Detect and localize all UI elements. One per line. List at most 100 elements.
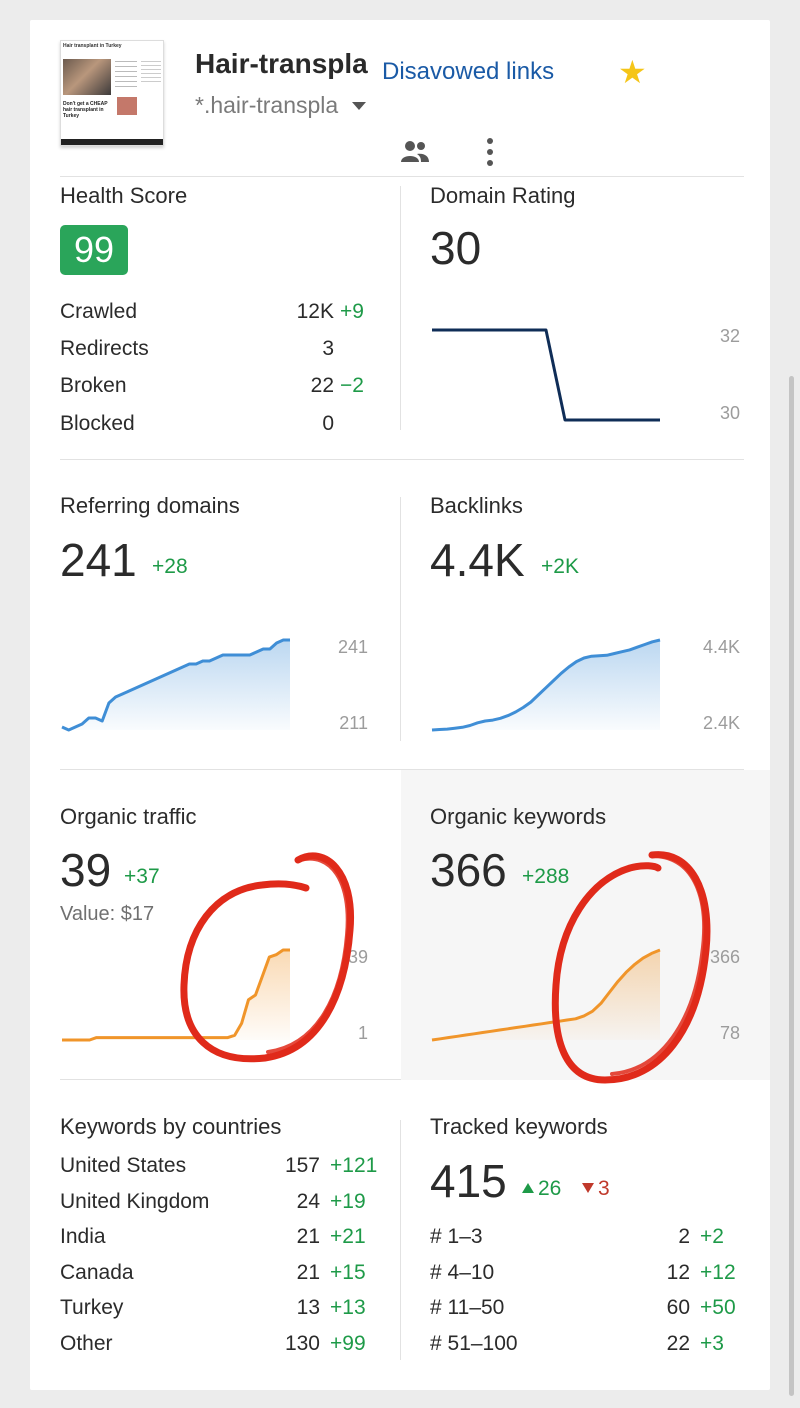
stat-value: 12K — [296, 300, 334, 323]
country-row[interactable]: United Kingdom 24 +19 — [60, 1190, 380, 1220]
scrollbar[interactable] — [789, 376, 794, 1396]
row-label: # 1–3 — [430, 1225, 483, 1248]
organic-keywords-delta: +288 — [522, 865, 570, 888]
referring-domains-chart[interactable] — [61, 638, 290, 732]
divider — [60, 176, 744, 177]
organic-keywords-title[interactable]: Organic keywords — [430, 804, 607, 829]
stat-delta: +9 — [340, 300, 364, 323]
crawled-row[interactable]: Crawled 12K +9 — [60, 300, 370, 330]
health-score-title[interactable]: Health Score — [60, 183, 188, 208]
row-value: 13 — [296, 1296, 320, 1319]
divider — [400, 497, 401, 741]
blocked-row[interactable]: Blocked 0 — [60, 412, 370, 442]
row-label: # 51–100 — [430, 1331, 518, 1355]
axis-label-top: 32 — [719, 326, 740, 346]
thumbnail-footer — [61, 139, 163, 145]
backlinks-title[interactable]: Backlinks — [430, 493, 523, 518]
arrow-down-icon — [582, 1183, 594, 1193]
axis-label-bottom: 211 — [339, 713, 368, 733]
stat-value: 0 — [322, 412, 334, 435]
stat-delta: −2 — [340, 374, 364, 397]
users-icon[interactable] — [400, 138, 430, 166]
organic-traffic-delta: +37 — [124, 865, 160, 888]
stat-value: 22 — [310, 374, 334, 397]
tracked-keywords-down: 3 — [582, 1177, 610, 1201]
position-row[interactable]: # 51–100 22 +3 — [430, 1332, 750, 1362]
row-label: # 11–50 — [430, 1296, 505, 1319]
tracked-keywords-title[interactable]: Tracked keywords — [430, 1114, 608, 1139]
row-value: 60 — [666, 1296, 690, 1319]
redirects-row[interactable]: Redirects 3 — [60, 337, 370, 367]
referring-domains-value: 241 — [60, 534, 137, 586]
stat-label: Broken — [60, 374, 127, 397]
thumbnail-text-lines — [115, 61, 137, 91]
row-delta: +2 — [700, 1225, 724, 1248]
row-label: United States — [60, 1154, 187, 1177]
domain-rating-chart[interactable] — [432, 328, 660, 422]
axis-label-bottom: 30 — [719, 403, 740, 423]
site-url[interactable]: *.hair-transpla — [195, 92, 339, 118]
thumbnail-text-lines — [141, 61, 161, 85]
disavowed-links-link[interactable]: Disavowed links — [382, 58, 555, 85]
axis-label-bottom: 2.4K — [702, 713, 740, 733]
row-value: 21 — [296, 1225, 320, 1248]
row-label: India — [60, 1225, 106, 1248]
row-value: 2 — [678, 1225, 690, 1248]
country-row[interactable]: Turkey 13 +13 — [60, 1296, 380, 1326]
backlinks-delta: +2K — [541, 555, 579, 578]
stat-label: Crawled — [60, 300, 138, 323]
chevron-down-icon[interactable] — [352, 102, 366, 110]
country-row[interactable]: India 21 +21 — [60, 1225, 380, 1255]
divider — [60, 459, 744, 460]
row-delta: +3 — [700, 1331, 724, 1355]
thumbnail-headline: Don't get a CHEAP hair transplant in Tur… — [63, 101, 108, 119]
row-delta: +121 — [330, 1154, 378, 1177]
row-value: 22 — [666, 1331, 690, 1355]
backlinks-chart[interactable] — [431, 638, 661, 732]
axis-label-top: 241 — [337, 637, 368, 657]
row-delta: +99 — [330, 1331, 366, 1355]
domain-rating-title[interactable]: Domain Rating — [430, 183, 576, 208]
broken-row[interactable]: Broken 22 −2 — [60, 374, 370, 404]
chart-area — [432, 640, 660, 730]
organic-traffic-title[interactable]: Organic traffic — [60, 804, 197, 829]
position-row[interactable]: # 1–3 2 +2 — [430, 1225, 750, 1255]
chart-area — [62, 640, 290, 730]
row-label: Other — [60, 1331, 113, 1355]
referring-domains-title[interactable]: Referring domains — [60, 493, 240, 518]
row-value: 24 — [296, 1189, 320, 1213]
chart-line — [61, 638, 290, 732]
arrow-up-icon — [522, 1183, 534, 1193]
stat-value: 3 — [322, 337, 334, 360]
domain-rating-value: 30 — [430, 222, 482, 274]
country-row[interactable]: Canada 21 +15 — [60, 1261, 380, 1291]
row-label: Turkey — [60, 1296, 124, 1319]
country-row[interactable]: Other 130 +99 — [60, 1332, 380, 1362]
site-thumbnail[interactable]: Hair transplant in Turkey Don't get a CH… — [60, 40, 164, 146]
country-row[interactable]: United States 157 +121 — [60, 1154, 380, 1184]
row-delta: +19 — [330, 1189, 366, 1213]
organic-traffic-value-text: Value: $17 — [60, 903, 155, 925]
row-delta: +12 — [700, 1260, 736, 1284]
star-icon[interactable]: ★ — [618, 54, 647, 90]
row-delta: +21 — [330, 1225, 366, 1248]
position-row[interactable]: # 11–50 60 +50 — [430, 1296, 750, 1326]
chart-area — [432, 950, 660, 1040]
position-row[interactable]: # 4–10 12 +12 — [430, 1261, 750, 1291]
row-label: Canada — [60, 1260, 134, 1284]
keywords-by-countries-title[interactable]: Keywords by countries — [60, 1114, 282, 1139]
backlinks-value: 4.4K — [430, 534, 525, 586]
thumbnail-title: Hair transplant in Turkey — [63, 43, 122, 49]
organic-keywords-chart[interactable] — [431, 948, 661, 1042]
more-vertical-icon[interactable] — [476, 138, 504, 166]
row-label: # 4–10 — [430, 1260, 495, 1284]
site-name[interactable]: Hair-transpla — [195, 48, 368, 79]
row-delta: +50 — [700, 1296, 736, 1319]
chart-line — [432, 328, 660, 422]
row-delta: +15 — [330, 1260, 366, 1284]
axis-label-top: 39 — [347, 947, 368, 967]
tracked-up-count: 26 — [538, 1177, 562, 1200]
thumbnail-photo — [63, 59, 111, 95]
stat-label: Blocked — [60, 412, 135, 435]
organic-traffic-chart[interactable] — [62, 948, 290, 1042]
